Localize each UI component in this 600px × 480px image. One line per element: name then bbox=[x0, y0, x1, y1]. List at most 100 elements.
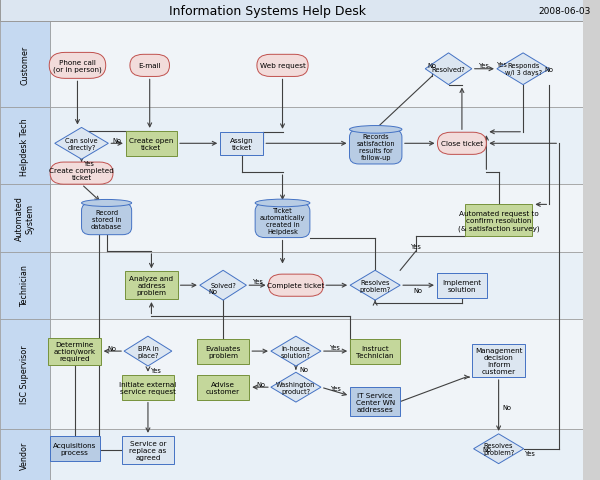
Text: Can solve
directly?: Can solve directly? bbox=[65, 137, 98, 151]
Polygon shape bbox=[271, 336, 321, 366]
FancyBboxPatch shape bbox=[0, 430, 50, 480]
Ellipse shape bbox=[350, 126, 402, 134]
Text: Advise
customer: Advise customer bbox=[206, 381, 240, 394]
Polygon shape bbox=[55, 128, 109, 160]
FancyBboxPatch shape bbox=[50, 436, 100, 461]
Text: Implement
solution: Implement solution bbox=[442, 279, 481, 292]
FancyBboxPatch shape bbox=[0, 185, 50, 252]
Text: Create completed
ticket: Create completed ticket bbox=[49, 167, 114, 180]
Text: Yes: Yes bbox=[479, 63, 490, 69]
Text: Yes: Yes bbox=[330, 345, 341, 350]
Text: Helpdesk Tech: Helpdesk Tech bbox=[20, 118, 29, 175]
FancyBboxPatch shape bbox=[50, 430, 583, 480]
Text: Web request: Web request bbox=[260, 63, 305, 69]
FancyBboxPatch shape bbox=[220, 132, 263, 156]
Text: Record
stored in
database: Record stored in database bbox=[91, 209, 122, 229]
Text: ISC Supervisor: ISC Supervisor bbox=[20, 345, 29, 404]
Text: Evaluates
problem: Evaluates problem bbox=[205, 345, 241, 358]
FancyBboxPatch shape bbox=[350, 387, 400, 416]
Text: Responds
w/i 3 days?: Responds w/i 3 days? bbox=[505, 63, 542, 76]
Text: Initiate external
service request: Initiate external service request bbox=[119, 381, 176, 394]
Text: Automated request to
confirm resolution
(& satisfaction survey): Automated request to confirm resolution … bbox=[458, 211, 539, 231]
FancyBboxPatch shape bbox=[49, 53, 106, 79]
FancyBboxPatch shape bbox=[125, 272, 178, 300]
FancyBboxPatch shape bbox=[0, 0, 583, 22]
Text: No: No bbox=[112, 138, 121, 144]
FancyBboxPatch shape bbox=[50, 108, 583, 185]
FancyBboxPatch shape bbox=[269, 275, 323, 297]
Text: No: No bbox=[299, 367, 308, 372]
Polygon shape bbox=[497, 54, 549, 85]
Text: Automated
System: Automated System bbox=[15, 196, 34, 241]
Text: In-house
solution?: In-house solution? bbox=[281, 345, 311, 358]
Text: IT Service
Center WN
addresses: IT Service Center WN addresses bbox=[356, 392, 395, 412]
Text: Resolved?: Resolved? bbox=[431, 67, 466, 72]
FancyBboxPatch shape bbox=[465, 205, 532, 237]
FancyBboxPatch shape bbox=[197, 375, 250, 400]
Text: Management
decision
Inform
customer: Management decision Inform customer bbox=[475, 348, 523, 374]
FancyBboxPatch shape bbox=[0, 252, 50, 319]
Text: Yes: Yes bbox=[151, 368, 161, 373]
Text: Washington
product?: Washington product? bbox=[276, 381, 316, 394]
FancyBboxPatch shape bbox=[350, 339, 400, 364]
FancyBboxPatch shape bbox=[349, 130, 402, 165]
Ellipse shape bbox=[82, 200, 131, 207]
Polygon shape bbox=[200, 271, 247, 300]
Text: Phone call
(or in person): Phone call (or in person) bbox=[53, 60, 102, 73]
Text: No: No bbox=[414, 287, 423, 293]
Ellipse shape bbox=[255, 200, 310, 207]
FancyBboxPatch shape bbox=[437, 133, 487, 155]
FancyBboxPatch shape bbox=[0, 319, 50, 430]
Text: Close ticket: Close ticket bbox=[441, 141, 483, 147]
Polygon shape bbox=[425, 54, 472, 85]
Text: Yes: Yes bbox=[331, 385, 342, 391]
Text: Acquisitions
process: Acquisitions process bbox=[53, 442, 96, 456]
Text: No: No bbox=[428, 63, 437, 69]
Text: Vendor: Vendor bbox=[20, 441, 29, 469]
FancyBboxPatch shape bbox=[50, 163, 113, 185]
Text: Resolves
problem?: Resolves problem? bbox=[359, 279, 391, 292]
Text: 2008-06-03: 2008-06-03 bbox=[539, 7, 591, 15]
FancyBboxPatch shape bbox=[49, 338, 101, 365]
FancyBboxPatch shape bbox=[197, 339, 250, 364]
Text: Resolves
problem?: Resolves problem? bbox=[483, 442, 514, 456]
FancyBboxPatch shape bbox=[0, 108, 50, 185]
Text: Service or
replace as
agreed: Service or replace as agreed bbox=[130, 440, 167, 460]
Text: Yes: Yes bbox=[253, 279, 263, 285]
FancyBboxPatch shape bbox=[130, 55, 170, 77]
Text: Yes: Yes bbox=[410, 244, 421, 250]
FancyBboxPatch shape bbox=[82, 204, 131, 235]
Text: BPA in
place?: BPA in place? bbox=[137, 345, 159, 358]
Text: No: No bbox=[482, 446, 491, 452]
Text: Determine
action/work
required: Determine action/work required bbox=[53, 341, 95, 361]
Text: No: No bbox=[502, 404, 511, 410]
Text: Complete ticket: Complete ticket bbox=[267, 283, 325, 288]
FancyBboxPatch shape bbox=[126, 132, 177, 156]
FancyBboxPatch shape bbox=[0, 22, 50, 108]
Text: No: No bbox=[256, 381, 265, 387]
FancyBboxPatch shape bbox=[122, 375, 174, 400]
FancyBboxPatch shape bbox=[50, 319, 583, 430]
Text: Solved?: Solved? bbox=[210, 283, 236, 288]
Polygon shape bbox=[473, 434, 524, 464]
Text: No: No bbox=[545, 67, 554, 73]
Text: Yes: Yes bbox=[84, 161, 95, 167]
Text: No: No bbox=[209, 288, 218, 294]
Text: Create open
ticket: Create open ticket bbox=[129, 137, 173, 151]
FancyBboxPatch shape bbox=[255, 204, 310, 238]
Text: Customer: Customer bbox=[20, 45, 29, 84]
FancyBboxPatch shape bbox=[472, 345, 525, 377]
FancyBboxPatch shape bbox=[257, 55, 308, 77]
FancyBboxPatch shape bbox=[50, 22, 583, 108]
Text: Assign
ticket: Assign ticket bbox=[230, 137, 254, 151]
FancyBboxPatch shape bbox=[50, 252, 583, 319]
FancyBboxPatch shape bbox=[50, 185, 583, 252]
FancyBboxPatch shape bbox=[437, 273, 487, 298]
Text: Records
satisfaction
results for
follow-up: Records satisfaction results for follow-… bbox=[356, 134, 395, 161]
Text: Information Systems Help Desk: Information Systems Help Desk bbox=[169, 4, 367, 18]
Text: Yes: Yes bbox=[497, 62, 508, 68]
Text: Technician: Technician bbox=[20, 264, 29, 307]
FancyBboxPatch shape bbox=[122, 436, 174, 464]
Text: Yes: Yes bbox=[524, 450, 536, 456]
Polygon shape bbox=[271, 372, 321, 402]
